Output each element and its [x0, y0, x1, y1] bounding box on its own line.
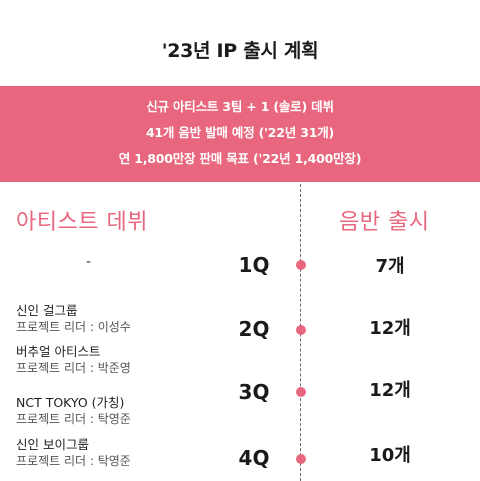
q2-label: 2Q — [238, 317, 270, 341]
artist-leader: 프로젝트 리더 : 이성수 — [16, 320, 131, 334]
q3-album-count: 12개 — [369, 380, 411, 401]
q3-dot — [296, 387, 306, 397]
q4-album-count: 10개 — [369, 445, 411, 466]
artist-name: 버추얼 아티스트 — [16, 344, 101, 359]
artist-name: 신인 보이그룹 — [16, 437, 89, 452]
artist-leader: 프로젝트 리더 : 탁영준 — [16, 412, 131, 426]
q1-label: 1Q — [238, 253, 270, 277]
artist-item: 버추얼 아티스트 프로젝트 리더 : 박준영 — [16, 343, 216, 377]
q2-album-count: 12개 — [369, 318, 411, 339]
artist-name: 신인 걸그룹 — [16, 303, 78, 318]
q2-dot — [296, 325, 306, 335]
artist-debut-heading: 아티스트 데뷔 — [16, 210, 148, 235]
album-release-heading: 음반 출시 — [339, 210, 430, 235]
artist-item: NCT TOKYO (가칭) 프로젝트 리더 : 탁영준 — [16, 394, 216, 428]
banner-album-line: 41개 음반 발매 예정 ('22년 31개) — [145, 125, 335, 140]
artist-leader: 프로젝트 리더 : 박준영 — [16, 361, 131, 375]
summary-banner: 신규 아티스트 3팀 + 1 (솔로) 데뷔 41개 음반 발매 예정 ('22… — [0, 86, 480, 182]
banner-sales-line: 연 1,800만장 판매 목표 ('22년 1,400만장) — [118, 151, 362, 166]
q1-album-count: 7개 — [375, 256, 405, 277]
page-title: '23년 IP 출시 계획 — [161, 40, 319, 62]
q1-artist-placeholder: - — [86, 254, 92, 270]
artist-item: 신인 보이그룹 프로젝트 리더 : 탁영준 — [16, 436, 216, 470]
q3-label: 3Q — [238, 380, 270, 404]
artist-leader: 프로젝트 리더 : 탁영준 — [16, 454, 131, 468]
artist-item: 신인 걸그룹 프로젝트 리더 : 이성수 — [16, 302, 216, 336]
banner-debut-line: 신규 아티스트 3팀 + 1 (솔로) 데뷔 — [146, 99, 334, 114]
q4-label: 4Q — [238, 446, 270, 470]
q1-dot — [296, 260, 306, 270]
q4-dot — [296, 454, 306, 464]
artist-name: NCT TOKYO (가칭) — [16, 395, 125, 410]
